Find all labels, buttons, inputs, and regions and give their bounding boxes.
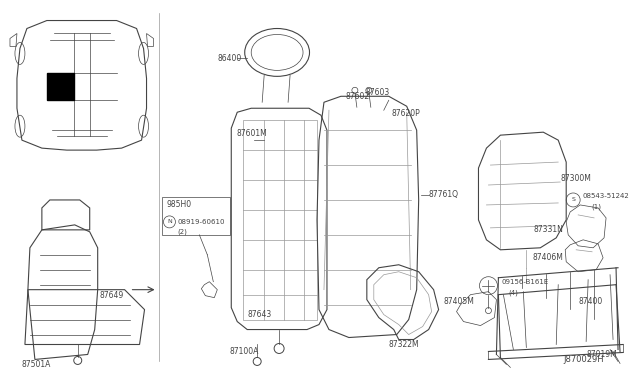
Text: (2): (2): [177, 229, 188, 235]
Text: 87603: 87603: [366, 88, 390, 97]
Text: (1): (1): [591, 204, 601, 210]
Text: 08919-60610: 08919-60610: [177, 219, 225, 225]
Text: 08543-51242: 08543-51242: [582, 193, 629, 199]
Bar: [163, 197, 230, 235]
Text: 87601M: 87601M: [236, 129, 267, 138]
Text: S: S: [572, 198, 575, 202]
Text: 87322M: 87322M: [388, 340, 419, 349]
Text: 87405M: 87405M: [444, 297, 474, 306]
Text: 09156-B161E: 09156-B161E: [501, 279, 548, 285]
Text: 87620P: 87620P: [392, 109, 420, 118]
Text: 87019M: 87019M: [586, 350, 617, 359]
Text: 86400: 86400: [218, 54, 241, 63]
Bar: [47, 73, 74, 100]
Text: (4): (4): [508, 289, 518, 296]
Text: 985H0: 985H0: [166, 201, 191, 209]
Text: J870029H: J870029H: [563, 355, 604, 364]
Text: 87602: 87602: [346, 92, 370, 101]
Text: 87300M: 87300M: [560, 173, 591, 183]
Text: 87501A: 87501A: [22, 360, 51, 369]
Text: 87761Q: 87761Q: [429, 190, 459, 199]
Text: 87649: 87649: [100, 291, 124, 300]
Text: N: N: [167, 219, 172, 224]
Text: 87331N: 87331N: [533, 225, 563, 234]
Text: 87643: 87643: [247, 310, 271, 319]
Text: 87100A: 87100A: [229, 347, 259, 356]
Text: 87406M: 87406M: [532, 253, 563, 262]
Text: 87400: 87400: [578, 297, 602, 306]
